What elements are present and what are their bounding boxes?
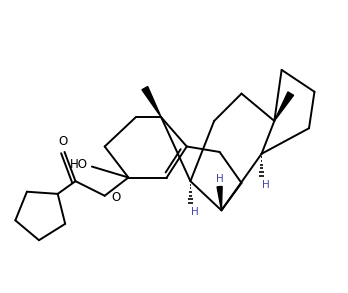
Text: H: H <box>216 174 223 184</box>
Text: O: O <box>58 134 68 148</box>
Text: O: O <box>111 191 120 204</box>
Text: HO: HO <box>70 158 88 171</box>
Text: H: H <box>262 180 270 190</box>
Text: H: H <box>191 207 199 217</box>
Polygon shape <box>142 86 161 117</box>
Polygon shape <box>217 186 222 210</box>
Polygon shape <box>274 92 294 121</box>
